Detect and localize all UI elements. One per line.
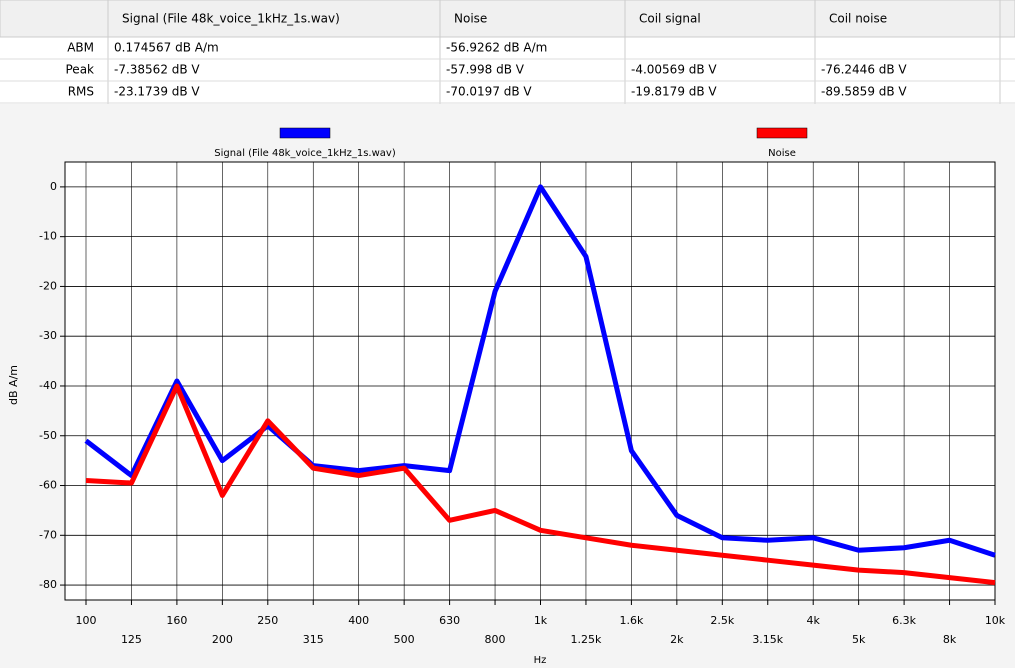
x-tick-label: 100 bbox=[76, 614, 97, 627]
x-tick-label: 800 bbox=[485, 633, 506, 646]
x-tick-label: 315 bbox=[303, 633, 324, 646]
grid bbox=[65, 162, 996, 600]
x-tick-label: 200 bbox=[212, 633, 233, 646]
table-cell: -23.1739 dB V bbox=[114, 85, 200, 99]
legend-label: Noise bbox=[768, 148, 796, 159]
series-line bbox=[85, 383, 996, 586]
legend-label: Signal (File 48k_voice_1kHz_1s.wav) bbox=[214, 148, 396, 159]
x-tick-label: 400 bbox=[348, 614, 369, 627]
series-line bbox=[84, 184, 996, 558]
x-tick-label: 1.25k bbox=[571, 633, 602, 646]
x-tick-label: 125 bbox=[121, 633, 142, 646]
y-tick-label: -10 bbox=[39, 230, 57, 243]
plot-area bbox=[64, 161, 996, 601]
x-tick-label: 8k bbox=[943, 633, 957, 646]
table-header bbox=[0, 0, 1015, 38]
x-tick-label: 2.5k bbox=[710, 614, 734, 627]
column-header: Signal (File 48k_voice_1kHz_1s.wav) bbox=[122, 12, 340, 26]
x-tick-label: 250 bbox=[257, 614, 278, 627]
y-tick-label: -80 bbox=[39, 578, 57, 591]
y-axis-label: dB A/m bbox=[7, 365, 20, 405]
x-tick-label: 500 bbox=[394, 633, 415, 646]
x-tick-label: 1k bbox=[534, 614, 548, 627]
x-tick-label: 4k bbox=[807, 614, 821, 627]
y-tick-label: -60 bbox=[39, 479, 57, 492]
legend-swatch bbox=[279, 127, 331, 139]
y-tick-label: -30 bbox=[39, 329, 57, 342]
table-cell: -4.00569 dB V bbox=[631, 63, 717, 77]
x-tick-label: 630 bbox=[439, 614, 460, 627]
x-tick-label: 160 bbox=[166, 614, 187, 627]
column-header: Coil signal bbox=[639, 12, 701, 26]
table-cell: 0.174567 dB A/m bbox=[114, 41, 219, 55]
column-header: Coil noise bbox=[829, 12, 887, 26]
x-tick-label: 2k bbox=[670, 633, 684, 646]
x-tick-label: 1.6k bbox=[619, 614, 643, 627]
table-cell: -7.38562 dB V bbox=[114, 63, 200, 77]
y-tick-label: 0 bbox=[50, 180, 57, 193]
row-label: Peak bbox=[66, 63, 95, 77]
y-tick-label: -70 bbox=[39, 528, 57, 541]
y-tick-label: -40 bbox=[39, 379, 57, 392]
x-tick-label: 6.3k bbox=[892, 614, 916, 627]
table-cell: -56.9262 dB A/m bbox=[446, 41, 547, 55]
x-axis-label: Hz bbox=[534, 655, 547, 666]
column-header: Noise bbox=[454, 12, 487, 26]
table-cell: -89.5859 dB V bbox=[821, 85, 907, 99]
y-tick-label: -50 bbox=[39, 429, 57, 442]
table-cell: -76.2446 dB V bbox=[821, 63, 907, 77]
table-cell: -70.0197 dB V bbox=[446, 85, 532, 99]
x-tick-label: 5k bbox=[852, 633, 866, 646]
y-tick-label: -20 bbox=[39, 279, 57, 292]
table-cell: -19.8179 dB V bbox=[631, 85, 717, 99]
x-tick-label: 10k bbox=[985, 614, 1006, 627]
row-label: ABM bbox=[67, 41, 94, 55]
row-label: RMS bbox=[68, 85, 94, 99]
table-cell: -57.998 dB V bbox=[446, 63, 525, 77]
legend-swatch bbox=[756, 127, 808, 139]
x-tick-label: 3.15k bbox=[752, 633, 783, 646]
table: Signal (File 48k_voice_1kHz_1s.wav) Noise… bbox=[0, 0, 1015, 104]
